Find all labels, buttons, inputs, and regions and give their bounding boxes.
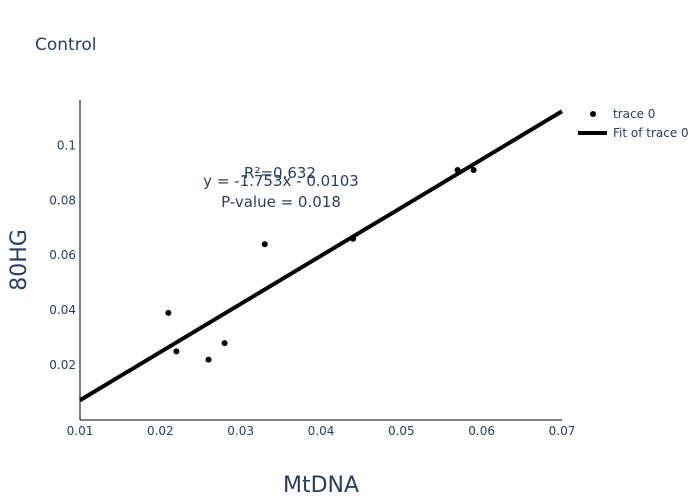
- markers: [165, 167, 477, 363]
- data-point: [454, 167, 461, 174]
- data-point: [221, 340, 228, 347]
- x-tick-label: 0.07: [549, 424, 576, 438]
- legend-label-trace-0: trace 0: [613, 107, 655, 121]
- y-tick-label: 0.04: [49, 303, 76, 317]
- x-tick-label: 0.03: [227, 424, 254, 438]
- x-axis-title: MtDNA: [283, 473, 359, 498]
- legend-label-fit: Fit of trace 0: [613, 126, 689, 140]
- y-tick-label: 0.1: [57, 138, 76, 152]
- x-tick-label: 0.04: [308, 424, 335, 438]
- x-tick-label: 0.06: [468, 424, 495, 438]
- y-ticks: 0.02 0.04 0.06 0.08 0.1: [49, 138, 76, 372]
- chart-title: Control: [35, 35, 96, 55]
- x-tick-label: 0.01: [67, 424, 94, 438]
- y-axis-title: 80HG: [7, 229, 32, 291]
- legend-item-trace-0[interactable]: trace 0: [590, 107, 655, 121]
- data-point: [165, 309, 172, 316]
- plot-area: 0.01 0.02 0.03 0.04 0.05 0.06 0.07 0.020.040.0…: [49, 100, 575, 438]
- legend-item-fit[interactable]: Fit of trace 0: [578, 126, 689, 140]
- legend[interactable]: trace 0 Fit of trace 0: [578, 107, 689, 140]
- data-point: [350, 235, 357, 242]
- data-point: [470, 167, 477, 174]
- x-tick-label: 0.02: [147, 424, 174, 438]
- fit-line: [78, 109, 564, 402]
- legend-marker-symbol: [590, 111, 596, 117]
- data-point: [261, 241, 268, 248]
- annotation-r-squared: R²=0.632: [244, 164, 316, 182]
- y-tick-label: 0.02: [49, 358, 76, 372]
- fit-lines: [78, 109, 564, 402]
- x-tick-label: 0.05: [388, 424, 415, 438]
- y-tick-label: 0.08: [49, 193, 76, 207]
- y-tick-label: 0.06: [49, 248, 76, 262]
- annotation-equation: y = -1.753x - 0.0103: [203, 172, 359, 190]
- x-ticks: 0.01 0.02 0.03 0.04 0.05 0.06 0.07: [67, 424, 576, 438]
- annotation-p-value: P-value = 0.018: [221, 193, 341, 211]
- data-point: [205, 356, 212, 363]
- data-point: [173, 348, 180, 355]
